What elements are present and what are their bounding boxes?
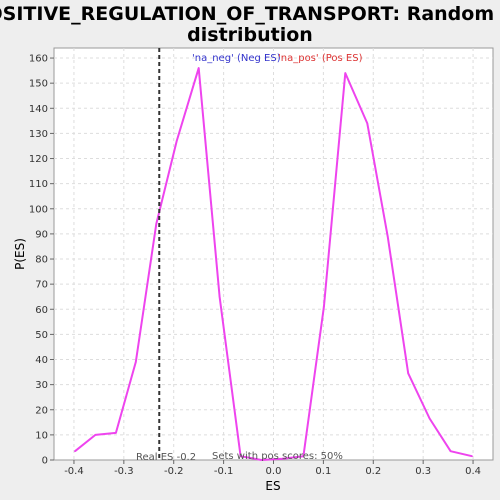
data-point [281,457,284,460]
x-tick-label: 0.4 [465,466,481,477]
x-tick-label: 0.1 [315,466,331,477]
data-point [302,455,305,458]
data-point [386,235,389,238]
x-tick-label: 0.3 [415,466,431,477]
legend-pos-entry: 'na_pos' (Pos ES) [278,53,363,64]
y-tick-label: 160 [29,54,48,65]
chart-title-line2: distribution [187,24,313,46]
y-tick-label: 30 [35,380,48,391]
data-point [407,372,409,375]
data-point [260,459,263,461]
y-axis-ticks: 0 10 20 30 40 50 60 70 80 90 100 110 120 130 140 150 160 [29,54,54,467]
data-point [344,72,347,74]
x-axis-label: ES [265,479,280,493]
y-tick-label: 10 [35,430,48,441]
data-point [74,450,76,453]
y-tick-label: 70 [35,280,48,291]
y-tick-label: 20 [35,405,48,416]
data-point [471,455,473,458]
x-axis-ticks: -0.4 -0.3 -0.2 -0.1 0.0 0.1 0.2 0.3 0.4 [64,460,481,477]
data-point [197,67,200,69]
legend-neg-entry: 'na_neg' (Neg ES) [192,53,281,64]
x-tick-label: -0.1 [214,466,234,477]
data-point [428,417,431,420]
y-tick-label: 130 [29,129,48,140]
data-point [175,140,178,142]
data-point [155,223,158,225]
y-tick-label: 80 [35,255,48,266]
y-tick-label: 100 [29,204,48,215]
data-point [449,450,452,453]
real-es-annotation: Real ES -0.2 [136,452,196,463]
data-point [115,432,117,434]
data-point [94,434,97,436]
y-tick-label: 110 [29,179,48,190]
y-axis-label: P(ES) [13,238,27,270]
data-point [218,295,221,298]
x-tick-label: 0.2 [365,466,381,477]
x-tick-label: -0.4 [64,466,84,477]
data-point [366,122,369,125]
y-tick-label: 120 [29,154,48,165]
x-tick-label: -0.3 [114,466,134,477]
x-tick-label: -0.2 [164,466,184,477]
y-tick-label: 140 [29,104,48,115]
x-tick-label: 0.0 [266,466,282,477]
data-point [135,361,137,363]
y-tick-label: 150 [29,79,48,90]
y-tick-label: 60 [35,305,48,316]
y-tick-label: 90 [35,229,48,240]
y-tick-label: 50 [35,330,48,341]
y-tick-label: 0 [42,456,48,467]
pos-scores-annotation: Sets with pos scores: 50% [212,451,343,462]
grid-lines [54,48,493,460]
data-point [239,455,242,458]
chart-title-line1: POSITIVE_REGULATION_OF_TRANSPORT: Random… [0,3,500,25]
y-tick-label: 40 [35,355,48,366]
series-layer [74,67,473,461]
es-distribution-line [74,67,473,461]
data-point [323,305,325,308]
